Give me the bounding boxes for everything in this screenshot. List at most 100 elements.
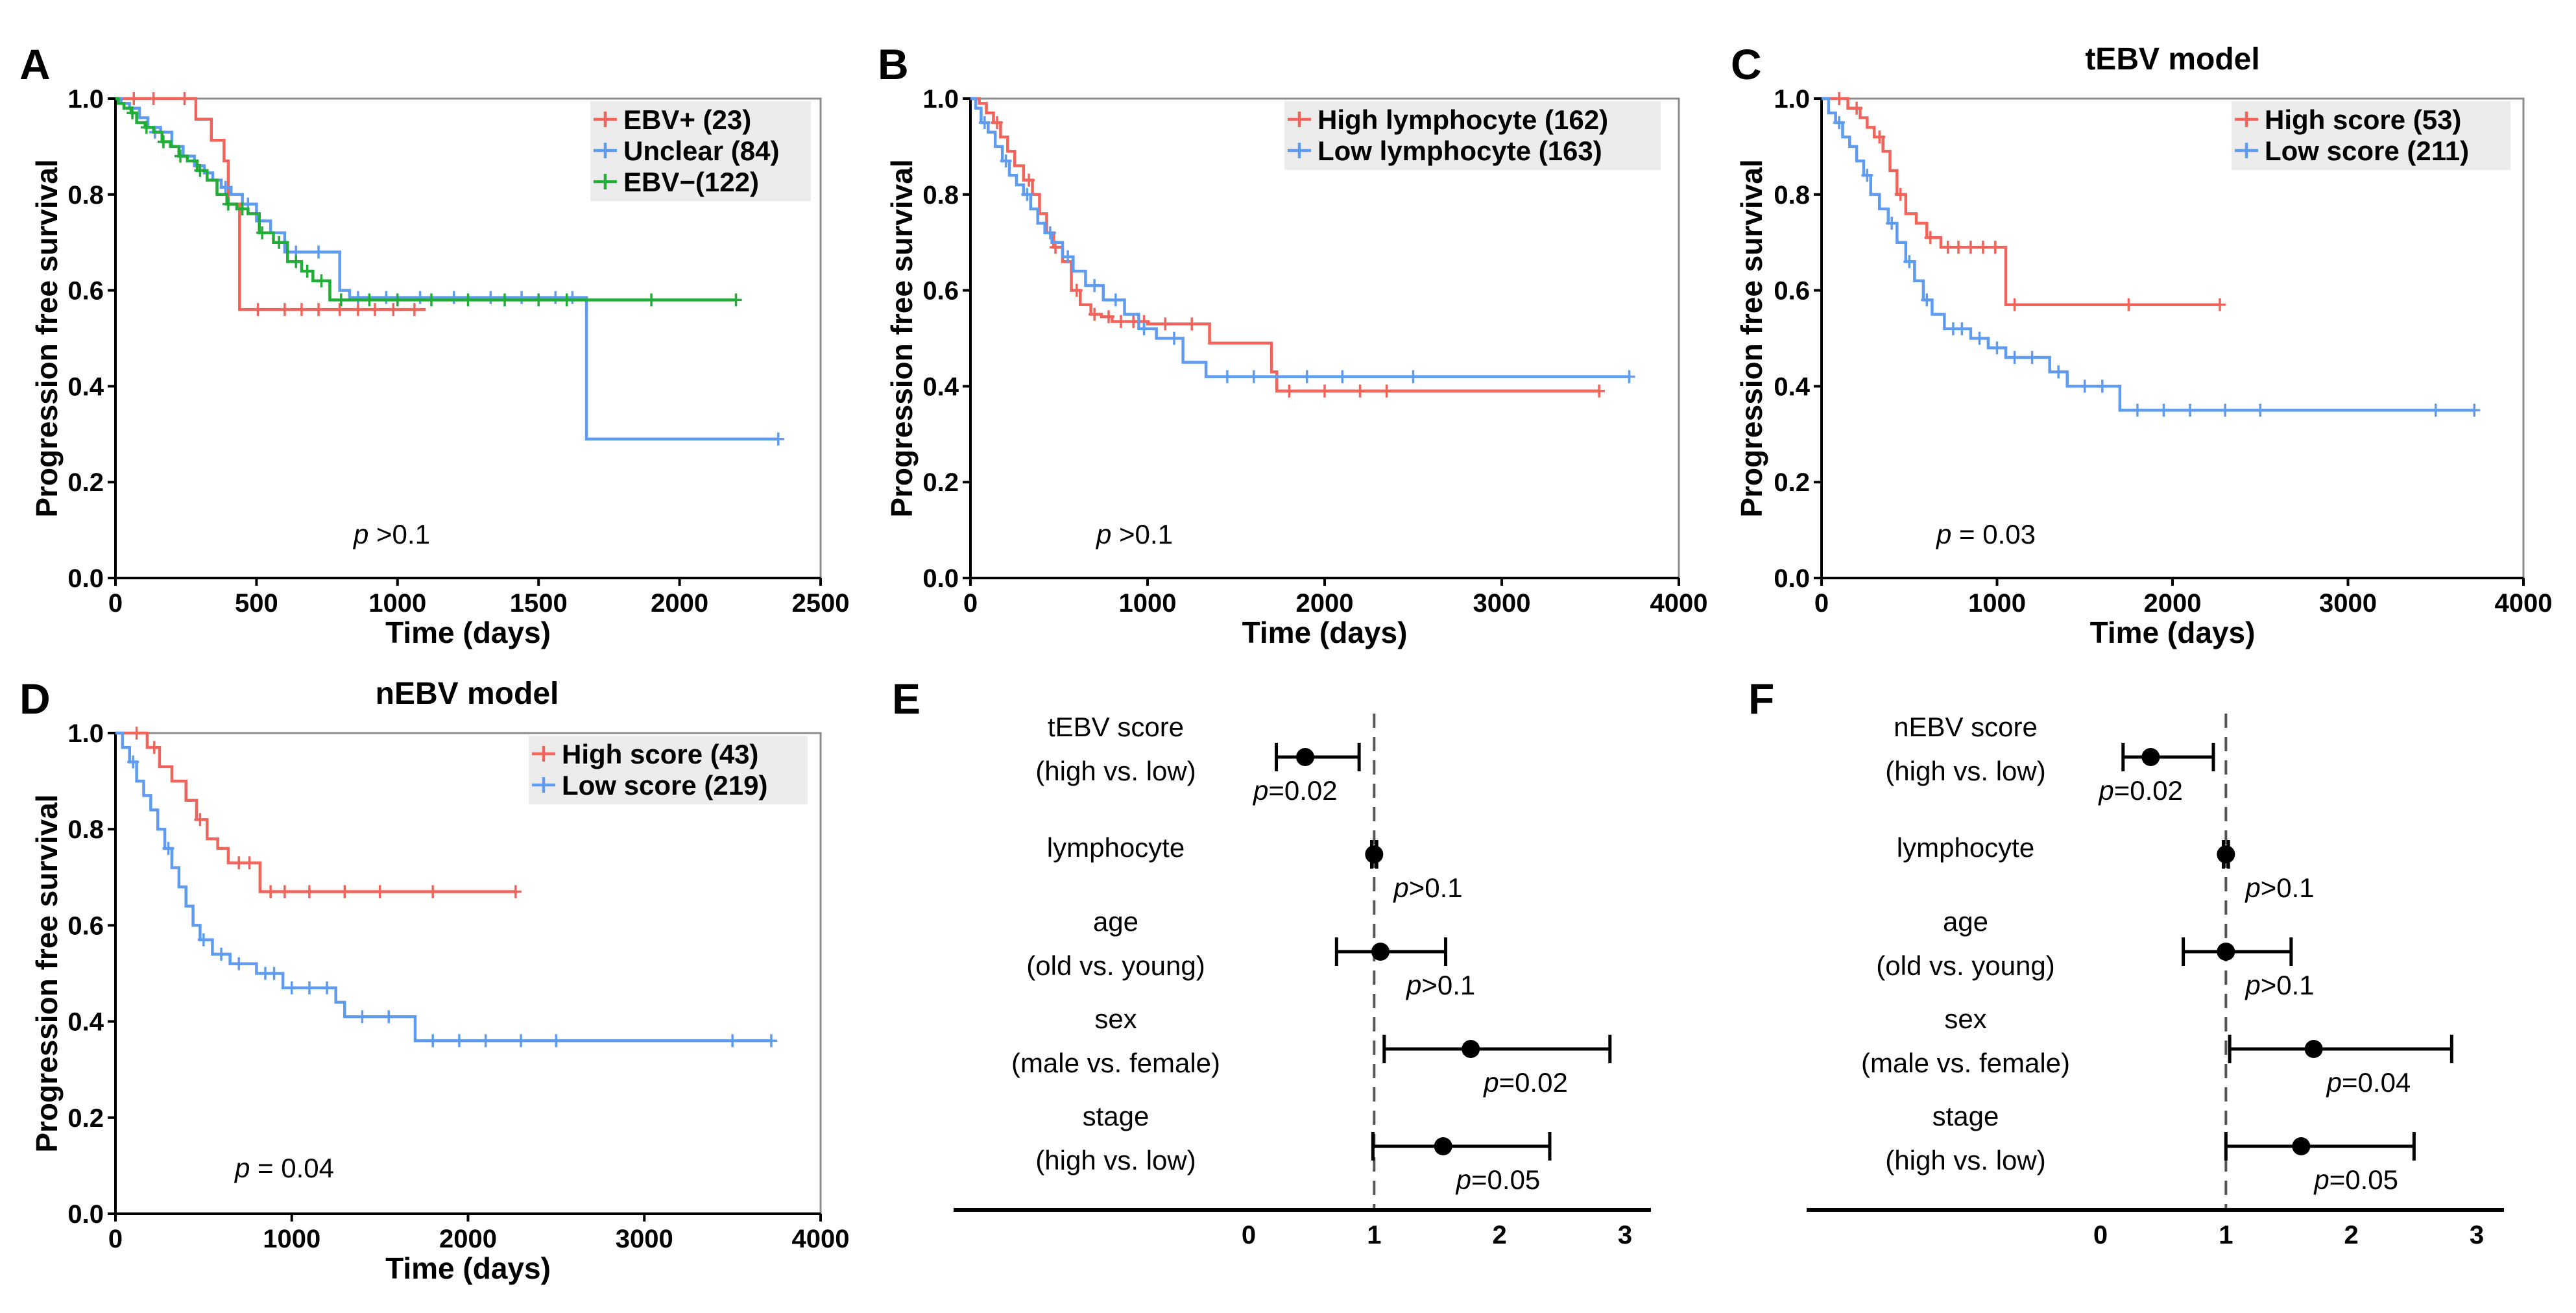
p-value: >0.1 (2261, 970, 2315, 1000)
censor-mark (233, 957, 245, 970)
p-letter: p (2313, 1164, 2329, 1195)
row-sublabel: (male vs. female) (1861, 1048, 2070, 1078)
censor-mark (1924, 231, 1936, 245)
censor-mark (1301, 370, 1313, 383)
censor-mark (233, 856, 245, 870)
censor-mark (2254, 404, 2267, 417)
censor-mark (645, 293, 658, 307)
censor-mark (1956, 322, 1968, 335)
censor-mark (313, 245, 325, 259)
censor-mark (727, 1034, 739, 1048)
p-value-text: p>0.1 (1392, 873, 1462, 903)
y-tick-label: 0.0 (1774, 564, 1810, 593)
y-tick-label: 0.2 (67, 1104, 104, 1133)
x-tick-label: 1000 (1119, 589, 1177, 618)
x-tick-label: 4000 (792, 1225, 850, 1253)
censor-mark (448, 291, 460, 304)
p-value: = 0.03 (1951, 519, 2036, 549)
y-tick-label: 0.2 (922, 468, 959, 497)
censor-mark (550, 1034, 562, 1048)
censor-mark (1407, 370, 1419, 383)
censor-mark (194, 163, 206, 177)
y-tick-label: 0.8 (1774, 181, 1810, 210)
censor-mark (978, 115, 991, 129)
p-letter: p (1455, 1164, 1471, 1195)
p-value: >0.1 (1111, 519, 1173, 549)
legend-label: EBV−(122) (623, 167, 759, 197)
censor-mark (1319, 384, 1330, 398)
p-value: =0.02 (2114, 775, 2183, 806)
censor-mark (380, 291, 392, 304)
y-tick-label: 0.6 (1774, 277, 1810, 306)
censor-mark (290, 255, 302, 269)
x-tick-label: 1000 (368, 589, 426, 618)
x-tick-label: 3000 (616, 1225, 673, 1253)
censor-mark (566, 291, 579, 304)
legend-label: High score (53) (2265, 104, 2461, 135)
p-value-text: p>0.1 (2244, 873, 2314, 903)
panel-letter: E (892, 675, 921, 723)
censor-mark (140, 121, 152, 134)
censor-mark (222, 197, 234, 211)
censor-mark (1186, 317, 1198, 331)
censor-mark (1168, 331, 1180, 345)
p-letter: p (1482, 1067, 1499, 1098)
survival-curve (115, 97, 778, 440)
censor-mark (301, 265, 313, 278)
row-sublabel: (old vs. young) (1876, 950, 2054, 981)
p-value-text: p=0.02 (2097, 775, 2183, 806)
y-tick-label: 0.0 (922, 564, 959, 593)
y-tick-label: 0.8 (922, 181, 959, 210)
censor-mark (148, 741, 160, 754)
censor-mark (1873, 130, 1886, 144)
x-axis-label: Time (days) (385, 616, 551, 649)
censor-mark (321, 981, 333, 994)
row-label: age (1943, 906, 1988, 937)
y-tick-label: 0.0 (67, 1200, 104, 1229)
x-tick-label: 0 (2093, 1221, 2108, 1249)
estimate-point (2292, 1137, 2311, 1155)
legend-box (590, 101, 811, 201)
censor-mark (2008, 351, 2021, 365)
panel-letter: A (19, 40, 51, 88)
x-tick-label: 1000 (263, 1225, 320, 1253)
legend-key (1288, 143, 1311, 158)
x-tick-label: 1500 (510, 589, 568, 618)
legend-label: High lymphocyte (162) (1318, 104, 1608, 135)
survival-curve (970, 97, 1600, 393)
censor-mark (1991, 341, 2003, 355)
x-tick-label: 4000 (2495, 589, 2553, 618)
legend-label: Low score (219) (562, 770, 767, 801)
estimate-point (1371, 943, 1390, 961)
x-tick-label: 2000 (1296, 589, 1354, 618)
x-tick-label: 3000 (1473, 589, 1531, 618)
censor-mark (1903, 255, 1916, 269)
panel-letter: F (1748, 675, 1774, 723)
x-tick-label: 2000 (439, 1225, 497, 1253)
censor-mark (1021, 187, 1033, 201)
panel-letter: D (19, 675, 51, 723)
censor-mark (335, 293, 347, 307)
censor-mark (1989, 241, 2001, 254)
row-label: tEBV score (1048, 712, 1184, 742)
estimate-point (2217, 845, 2235, 863)
p-value: >0.1 (368, 519, 430, 549)
censor-mark (1851, 101, 1863, 115)
p-letter: p (1252, 775, 1268, 806)
x-tick-label: 0 (108, 1225, 123, 1253)
x-tick-label: 3000 (2319, 589, 2377, 618)
censor-mark (485, 291, 497, 304)
censor-mark (178, 92, 191, 105)
y-tick-label: 1.0 (67, 85, 104, 114)
x-tick-label: 0 (1814, 589, 1829, 618)
p-value: >0.1 (1409, 873, 1463, 903)
legend-box (2232, 101, 2510, 170)
censor-mark (1623, 370, 1635, 383)
censor-mark (1861, 169, 1873, 182)
censor-mark (2008, 298, 2021, 311)
legend-box (1284, 101, 1661, 170)
censor-mark (1247, 370, 1260, 383)
